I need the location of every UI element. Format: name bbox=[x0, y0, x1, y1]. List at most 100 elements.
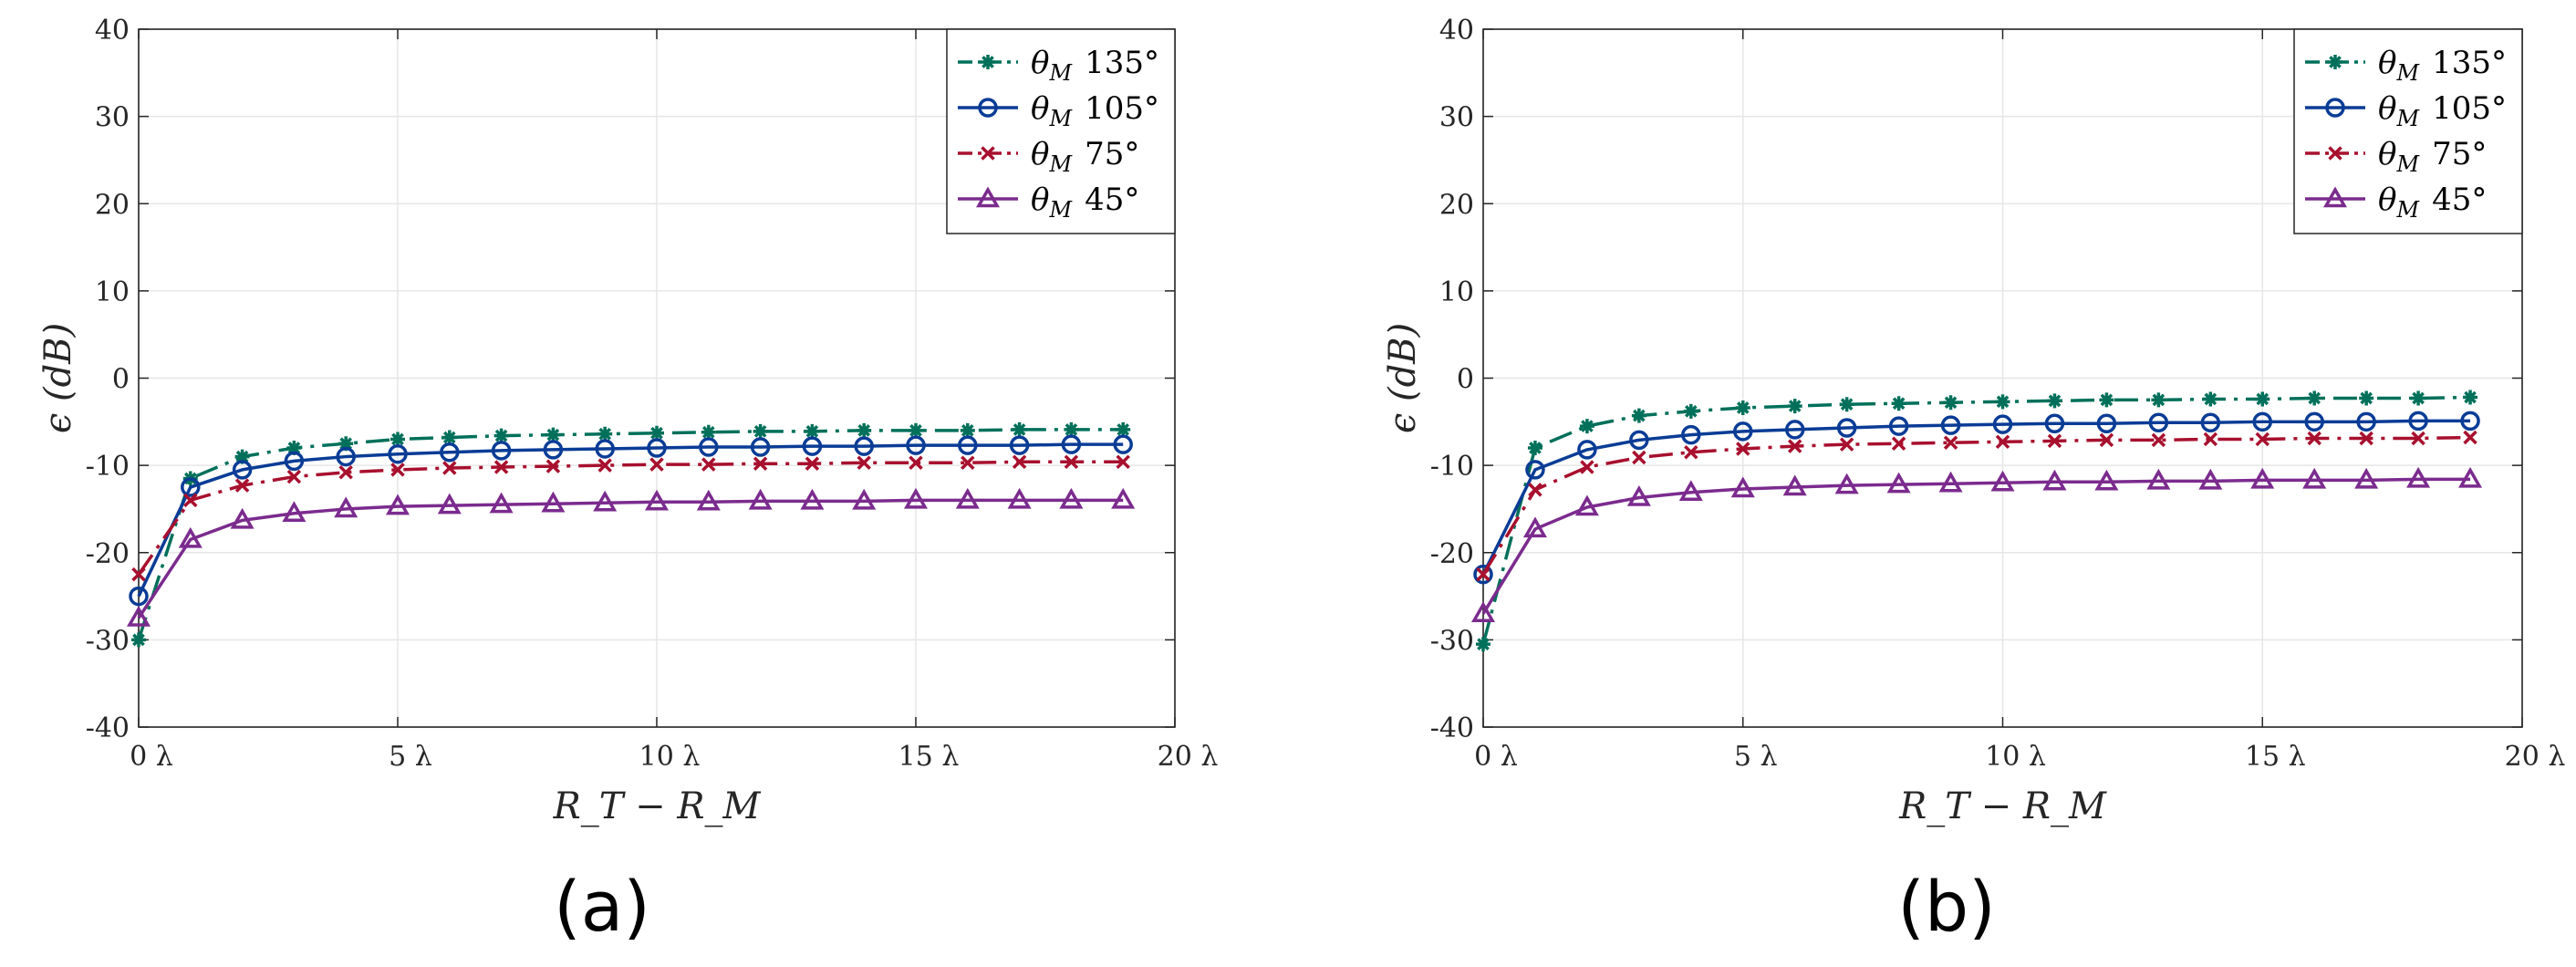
data-point bbox=[597, 458, 612, 473]
legend-value: 45° bbox=[2432, 182, 2487, 218]
data-point bbox=[126, 605, 151, 627]
data-point bbox=[178, 526, 203, 548]
y-tick-label: -10 bbox=[1430, 451, 1474, 483]
data-point bbox=[748, 488, 773, 510]
data-point bbox=[2411, 390, 2426, 406]
series-line bbox=[1481, 477, 2471, 615]
legend-subscript: M bbox=[1048, 60, 1073, 86]
legend-symbol: θ bbox=[2378, 90, 2396, 127]
data-point bbox=[2203, 391, 2218, 407]
y-tick-label: 0 bbox=[1457, 364, 1474, 396]
data-point bbox=[385, 494, 410, 515]
data-point bbox=[750, 437, 771, 457]
data-point bbox=[2359, 431, 2373, 446]
series-135deg bbox=[1476, 390, 2478, 652]
data-point bbox=[1888, 416, 1909, 436]
y-axis-label: ϵ (dB) bbox=[1382, 323, 1424, 433]
data-point bbox=[2406, 466, 2431, 488]
data-point bbox=[543, 440, 564, 460]
legend-symbol: θ bbox=[1031, 136, 1049, 172]
data-point bbox=[1891, 396, 1906, 411]
legend-label: θM 135° bbox=[2378, 45, 2507, 86]
legend-symbol: θ bbox=[2378, 182, 2396, 218]
data-point bbox=[284, 451, 305, 472]
y-tick-label: -10 bbox=[86, 451, 130, 483]
data-point bbox=[699, 437, 719, 457]
series-45deg bbox=[126, 487, 1136, 627]
data-point bbox=[545, 459, 561, 473]
legend-label: θM 75° bbox=[2378, 136, 2487, 177]
legend-marker bbox=[981, 55, 995, 69]
x-axis-label: R_T − R_M bbox=[1898, 785, 2107, 827]
data-point bbox=[2255, 432, 2270, 447]
legend-subscript: M bbox=[1048, 197, 1073, 223]
series-45deg bbox=[1470, 466, 2483, 622]
data-point bbox=[1990, 470, 2015, 492]
x-tick-label: 10 λ bbox=[1985, 741, 2046, 773]
y-tick-label: 10 bbox=[1439, 276, 1474, 308]
data-point bbox=[1061, 434, 1082, 454]
data-point bbox=[2203, 432, 2218, 447]
data-point bbox=[1787, 439, 1802, 453]
data-point bbox=[1736, 442, 1750, 456]
data-point bbox=[2047, 433, 2062, 449]
data-point bbox=[958, 435, 978, 455]
data-point bbox=[334, 496, 358, 518]
data-point bbox=[2302, 467, 2327, 489]
legend-symbol: θ bbox=[1031, 182, 1049, 218]
data-point bbox=[1470, 601, 1496, 622]
data-point bbox=[800, 488, 825, 510]
data-point bbox=[906, 435, 926, 455]
x-tick-label: 20 λ bbox=[1158, 741, 1219, 773]
data-point bbox=[1632, 450, 1646, 465]
legend-value: 75° bbox=[2432, 136, 2487, 172]
legend-marker bbox=[2328, 55, 2342, 69]
data-point bbox=[2250, 467, 2275, 489]
data-point bbox=[2148, 412, 2169, 433]
data-point bbox=[286, 469, 302, 484]
legend-value: 135° bbox=[2432, 45, 2507, 81]
data-point bbox=[2359, 390, 2374, 406]
legend-subscript: M bbox=[1048, 106, 1073, 131]
data-point bbox=[1681, 424, 1701, 445]
data-point bbox=[1059, 487, 1084, 509]
legend-marker bbox=[2328, 146, 2342, 161]
data-point bbox=[1943, 435, 1958, 451]
y-axis-label: ϵ (dB) bbox=[37, 323, 79, 433]
data-point bbox=[2463, 430, 2477, 445]
data-point bbox=[440, 442, 460, 463]
y-tick-label: 40 bbox=[1439, 15, 1474, 47]
legend-value: 105° bbox=[2432, 90, 2507, 127]
legend-label: θM 105° bbox=[2378, 90, 2507, 131]
data-point bbox=[2255, 391, 2270, 407]
series-105deg bbox=[1473, 411, 2480, 585]
data-point bbox=[1995, 434, 2010, 450]
data-point bbox=[2408, 411, 2428, 432]
y-tick-label: 40 bbox=[95, 15, 130, 47]
legend-marker bbox=[981, 146, 995, 161]
series-line bbox=[137, 428, 1124, 640]
data-point bbox=[909, 422, 923, 438]
data-point bbox=[2304, 411, 2324, 432]
data-point bbox=[2458, 466, 2483, 488]
data-point bbox=[595, 439, 615, 459]
series-line bbox=[137, 460, 1124, 576]
data-point bbox=[1839, 397, 1854, 412]
data-point bbox=[2146, 468, 2171, 490]
y-tick-label: -40 bbox=[1430, 712, 1474, 744]
y-tick-label: 20 bbox=[95, 189, 130, 221]
legend-subscript: M bbox=[2395, 151, 2420, 177]
data-point bbox=[1995, 394, 2010, 410]
data-point bbox=[805, 456, 820, 471]
y-tick-label: 30 bbox=[95, 102, 130, 134]
data-point bbox=[442, 461, 457, 475]
data-point bbox=[2460, 411, 2480, 432]
data-point bbox=[2044, 413, 2065, 433]
series-135deg bbox=[131, 421, 1131, 648]
data-point bbox=[1683, 403, 1698, 419]
x-tick-label: 15 λ bbox=[2245, 741, 2306, 773]
data-point bbox=[1522, 516, 1547, 538]
legend-value: 135° bbox=[1085, 45, 1159, 81]
legend-marker bbox=[2322, 186, 2348, 208]
panel-caption: (b) bbox=[1897, 866, 1996, 947]
